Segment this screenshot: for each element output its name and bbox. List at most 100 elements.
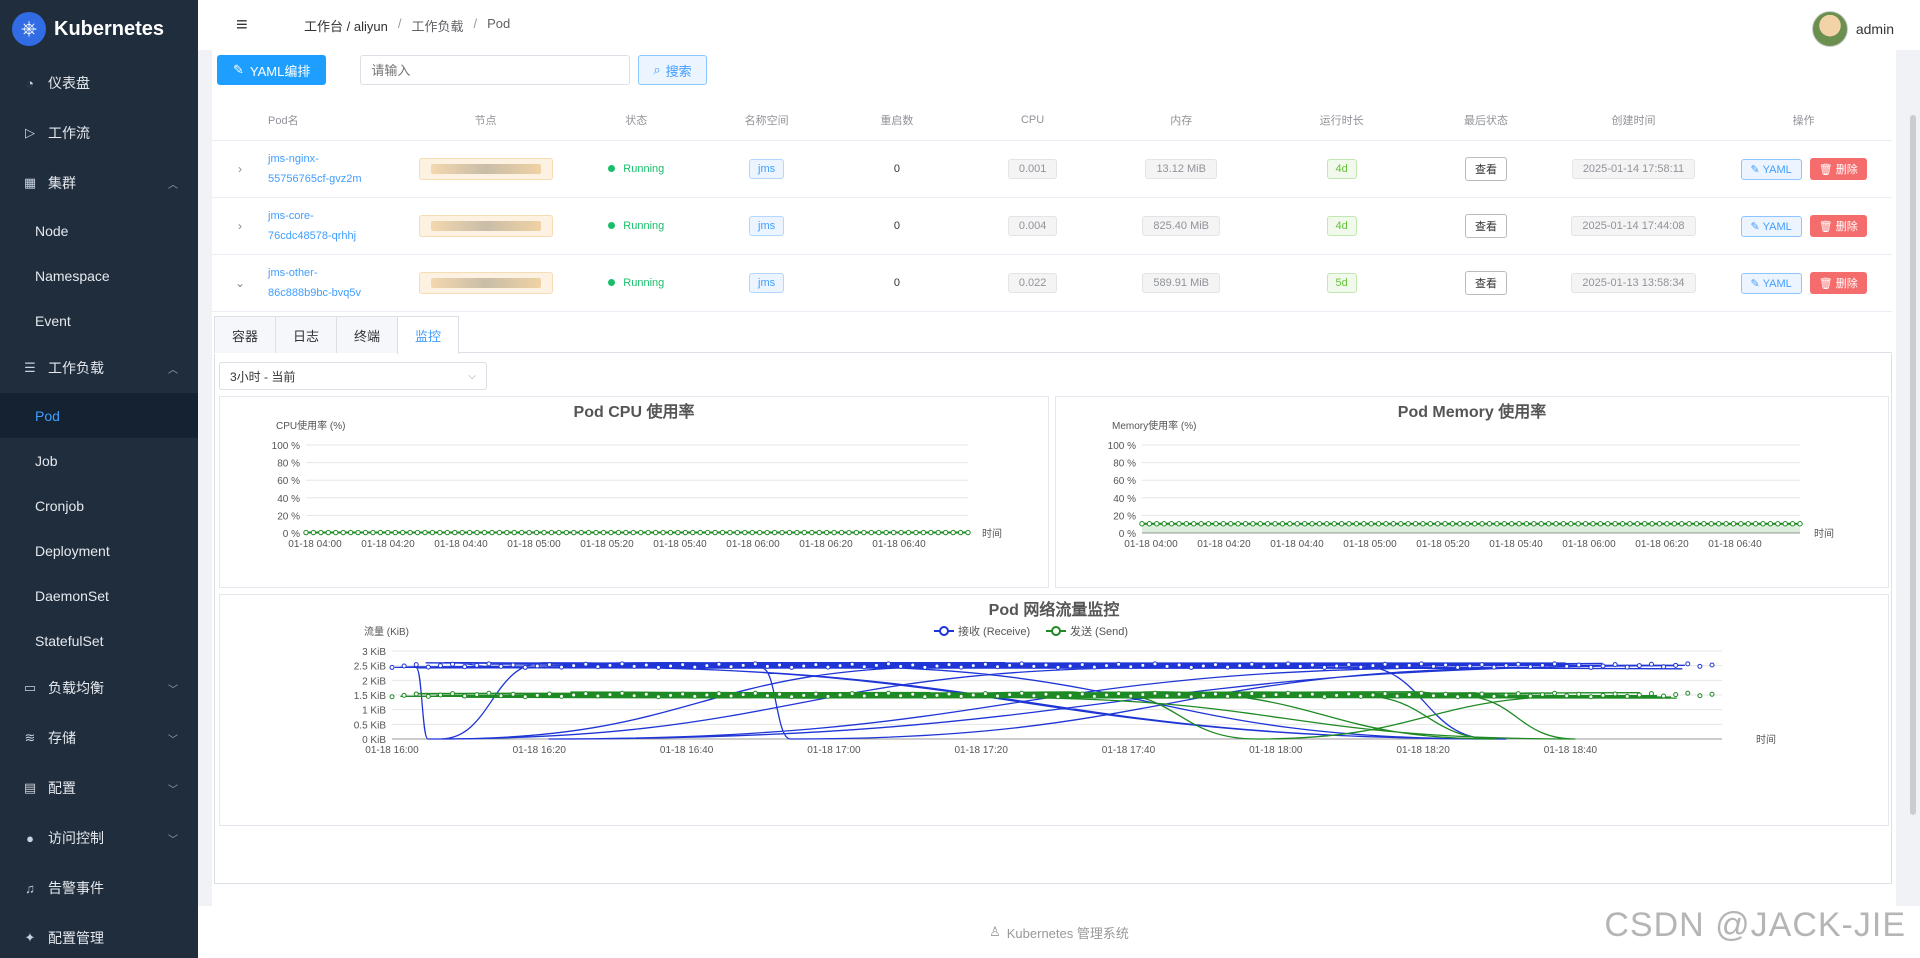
data-point (1564, 693, 1570, 699)
time-range-select[interactable]: 3小时 - 当前 ⌵ (219, 362, 487, 390)
data-point (1249, 691, 1255, 697)
page-scrollbar[interactable] (1908, 55, 1918, 815)
username[interactable]: admin (1855, 21, 1894, 37)
data-point (1600, 663, 1606, 669)
col-status: 状态 (567, 100, 706, 141)
data-point (1225, 693, 1231, 699)
breadcrumb-item-workspace[interactable]: 工作台 / aliyun (304, 18, 388, 34)
cpu-badge: 0.022 (1007, 272, 1058, 293)
data-point (958, 664, 964, 670)
app-logo[interactable]: ⎈ Kubernetes (0, 0, 198, 58)
restart-count: 0 (827, 140, 966, 198)
tab-monitor[interactable]: 监控 (397, 316, 459, 354)
data-point (873, 662, 879, 668)
chevron-right-icon[interactable]: › (238, 161, 242, 176)
data-point (1582, 521, 1589, 527)
yaml-button[interactable]: ✎ YAML (1740, 158, 1802, 180)
scrollbar-thumb[interactable] (1910, 115, 1916, 815)
tab-logs[interactable]: 日志 (275, 316, 337, 353)
tab-terminal[interactable]: 终端 (336, 316, 398, 353)
x-tick-label: 01-18 16:40 (660, 745, 714, 756)
pod-name-link[interactable]: jms-nginx- 55756765cf-gvz2m (268, 140, 404, 198)
sidebar-item-8[interactable]: ♫ 告警事件 (0, 863, 198, 913)
sidebar-subitem-event[interactable]: Event (35, 312, 71, 329)
sidebar-item-6[interactable]: ▤ 配置 ﹀ (0, 763, 198, 813)
status-cell: Running (567, 197, 706, 255)
search-input[interactable] (360, 55, 631, 85)
data-point (898, 693, 904, 699)
sidebar-item-5[interactable]: ≋ 存储 ﹀ (0, 713, 198, 763)
menu-toggle-icon[interactable]: ≡ (236, 13, 248, 36)
col-last-state: 最后状态 (1420, 100, 1552, 141)
user-menu[interactable]: admin (1811, 11, 1894, 47)
sidebar-subitem-namespace[interactable]: Namespace (35, 267, 110, 284)
sidebar-subitem-cronjob[interactable]: Cronjob (35, 497, 85, 514)
sidebar-item-0[interactable]: ◔ 仪表盘 (0, 58, 198, 108)
x-axis-label: 时间 (1814, 527, 1834, 540)
yaml-button[interactable]: ✎ YAML (1740, 272, 1802, 294)
sidebar-subitem-deployment[interactable]: Deployment (35, 542, 110, 559)
sidebar-item-9[interactable]: ✦ 配置管理 (0, 913, 198, 958)
data-point (764, 693, 770, 699)
avatar[interactable] (1811, 11, 1848, 47)
data-point (1588, 694, 1594, 700)
data-point (631, 663, 637, 669)
data-point (1309, 521, 1315, 527)
chevron-right-icon[interactable]: › (238, 218, 242, 233)
data-point (950, 529, 956, 536)
data-point (920, 529, 927, 536)
view-last-state-button[interactable]: 查看 (1464, 156, 1507, 181)
table-row[interactable]: › jms-core- 76cdc48578-qrhhj Running jms 0 0.0… (212, 197, 1892, 255)
yaml-button[interactable]: ✎ YAML (1740, 215, 1802, 237)
pod-name-link[interactable]: jms-core- 76cdc48578-qrhhj (268, 197, 404, 255)
pod-name-link[interactable]: jms-other- 86c888b9bc-bvq5v (268, 254, 404, 312)
edit-icon: ✎ (233, 62, 244, 77)
yaml-create-button[interactable]: ✎ YAML编排 (217, 55, 327, 85)
status-cell: Running (567, 254, 706, 312)
delete-button[interactable]: 🗑︎ 删除 (1809, 271, 1867, 294)
data-point (450, 691, 456, 697)
delete-button[interactable]: 🗑︎ 删除 (1809, 157, 1867, 180)
tab-container[interactable]: 容器 (214, 316, 276, 353)
sidebar-item-7[interactable]: ● 访问控制 ﹀ (0, 813, 198, 863)
status-dot (608, 278, 616, 286)
y-tick-label: 3 KiB (362, 647, 386, 658)
grid-icon: ▦ (23, 175, 37, 190)
chevron-down-icon[interactable]: ⌄ (234, 275, 246, 290)
search-button[interactable]: ⌕ 搜索 (638, 55, 707, 85)
data-point (429, 529, 436, 536)
sidebar-subitem-node[interactable]: Node (35, 222, 69, 239)
view-last-state-button[interactable]: 查看 (1464, 270, 1507, 295)
data-point (1515, 661, 1521, 667)
status-text: Running (623, 276, 665, 289)
table-row[interactable]: › jms-nginx- 55756765cf-gvz2m Running jms 0 0.… (212, 140, 1892, 198)
data-point (1294, 521, 1300, 527)
data-point (816, 529, 822, 536)
breadcrumb-item-workload[interactable]: 工作负载 (411, 18, 464, 34)
data-point (452, 529, 458, 536)
edit-icon: ✎ (1750, 163, 1763, 176)
data-point (1418, 661, 1424, 667)
sidebar-item-2[interactable]: ▦ 集群 ︿ (0, 158, 198, 208)
data-point (1552, 690, 1558, 696)
data-point (1430, 663, 1436, 669)
data-point (1382, 691, 1388, 697)
data-point (385, 529, 391, 536)
chevron-up-icon: ︿ (168, 179, 178, 191)
sidebar-subitem-statefulset[interactable]: StatefulSet (35, 632, 104, 649)
delete-button[interactable]: 🗑︎ 删除 (1809, 214, 1867, 237)
memory-badge: 825.40 MiB (1142, 215, 1221, 236)
cpu-badge: 0.001 (1007, 158, 1058, 179)
table-row[interactable]: ⌄ jms-other- 86c888b9bc-bvq5v Running jms 0 0.… (212, 254, 1892, 312)
sidebar-item-3[interactable]: ☰ 工作负载 ︿ (0, 343, 198, 393)
view-last-state-button[interactable]: 查看 (1464, 213, 1507, 238)
sidebar-item-4[interactable]: ▭ 负载均衡 ﹀ (0, 663, 198, 713)
chevron-up-icon: ︿ (168, 364, 178, 376)
sidebar-item-1[interactable]: ▷ 工作流 (0, 108, 198, 158)
data-point (437, 663, 443, 669)
briefcase-icon: ▭ (23, 680, 37, 695)
sidebar-subitem-pod[interactable]: Pod (0, 393, 198, 438)
data-point (362, 529, 369, 536)
sidebar-subitem-daemonset[interactable]: DaemonSet (35, 587, 109, 604)
sidebar-subitem-job[interactable]: Job (35, 452, 58, 469)
